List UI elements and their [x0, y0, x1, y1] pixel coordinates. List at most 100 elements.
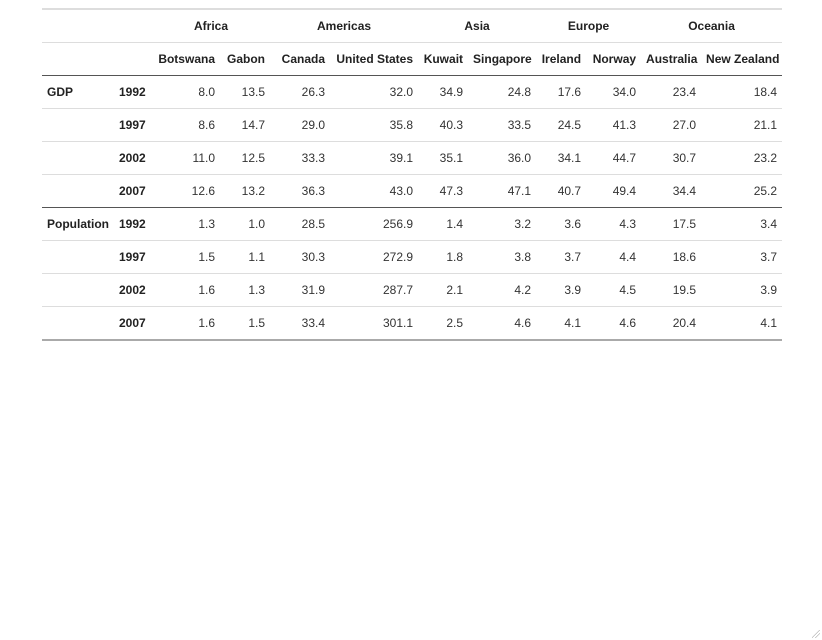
table-cell: 25.2 [701, 174, 783, 208]
row-year-label: 1997 [114, 240, 152, 274]
table-cell: 39.1 [330, 141, 419, 175]
corner-cell [42, 42, 114, 76]
table-row: 2007 1.6 1.5 33.4 301.1 2.5 4.6 4.1 4.6 20.4 4.1 [42, 306, 783, 341]
table-row: 1997 8.6 14.7 29.0 35.8 40.3 33.5 24.5 41.3 27.0 2… [42, 108, 783, 142]
column-header: Gabon [220, 42, 271, 76]
table-cell: 19.5 [641, 273, 702, 307]
column-header: Botswana [152, 42, 220, 76]
table-cell: 1.0 [220, 207, 271, 241]
continent-header: Americas [270, 8, 419, 43]
table-cell: 24.8 [468, 75, 537, 109]
table-cell: 1.3 [220, 273, 271, 307]
table-cell: 272.9 [330, 240, 419, 274]
table-cell: 34.1 [536, 141, 587, 175]
table-cell: 35.8 [330, 108, 419, 142]
table-cell: 4.2 [468, 273, 537, 307]
table-cell: 36.0 [468, 141, 537, 175]
row-group-label [42, 273, 114, 307]
table-cell: 256.9 [330, 207, 419, 241]
row-group-label [42, 240, 114, 274]
table-cell: 2.5 [418, 306, 469, 341]
table-cell: 47.1 [468, 174, 537, 208]
continent-header: Africa [152, 8, 271, 43]
row-group-label [42, 174, 114, 208]
column-header: United States [330, 42, 419, 76]
row-group-label: Population [42, 207, 114, 241]
table-cell: 3.9 [536, 273, 587, 307]
table-cell: 30.7 [641, 141, 702, 175]
table-cell: 40.7 [536, 174, 587, 208]
table-cell: 35.1 [418, 141, 469, 175]
row-group-label [42, 306, 114, 341]
table-cell: 14.7 [220, 108, 271, 142]
table-cell: 23.2 [701, 141, 783, 175]
column-header: Australia [641, 42, 702, 76]
table-cell: 18.6 [641, 240, 702, 274]
table-cell: 3.7 [701, 240, 783, 274]
row-group-label [42, 141, 114, 175]
table-cell: 17.5 [641, 207, 702, 241]
table-cell: 8.6 [152, 108, 220, 142]
corner-cell [114, 8, 152, 43]
table-cell: 18.4 [701, 75, 783, 109]
row-year-label: 2007 [114, 174, 152, 208]
table-cell: 3.7 [536, 240, 587, 274]
column-header: Norway [586, 42, 642, 76]
table-row: 2002 11.0 12.5 33.3 39.1 35.1 36.0 34.1 44.7 30.7… [42, 141, 783, 175]
resize-grip-icon[interactable] [812, 630, 820, 638]
table-row: Population 1992 1.3 1.0 28.5 256.9 1.4 3.2 3.6 4.… [42, 207, 783, 241]
table-cell: 47.3 [418, 174, 469, 208]
table-cell: 3.4 [701, 207, 783, 241]
table-cell: 1.6 [152, 273, 220, 307]
table-cell: 12.5 [220, 141, 271, 175]
column-header: New Zealand [701, 42, 783, 76]
continent-header-row: Africa Americas Asia Europe Oceania [42, 8, 783, 43]
column-header: Ireland [536, 42, 587, 76]
table-cell: 4.6 [468, 306, 537, 341]
corner-cell [42, 8, 114, 43]
table-cell: 41.3 [586, 108, 642, 142]
table-row: 1997 1.5 1.1 30.3 272.9 1.8 3.8 3.7 4.4 18.6 3.7 [42, 240, 783, 274]
table-cell: 43.0 [330, 174, 419, 208]
continent-header: Asia [418, 8, 537, 43]
table-cell: 1.3 [152, 207, 220, 241]
row-group-label [42, 108, 114, 142]
table-body: GDP 1992 8.0 13.5 26.3 32.0 34.9 24.8 17.6 34.0 23… [42, 75, 783, 341]
table-cell: 1.5 [220, 306, 271, 341]
table-cell: 4.5 [586, 273, 642, 307]
table-cell: 36.3 [270, 174, 331, 208]
table-cell: 33.3 [270, 141, 331, 175]
table-cell: 21.1 [701, 108, 783, 142]
table-cell: 4.6 [586, 306, 642, 341]
row-group-label: GDP [42, 75, 114, 109]
country-header-row: Botswana Gabon Canada United States Kuwa… [42, 42, 783, 76]
table-cell: 3.6 [536, 207, 587, 241]
data-table: Africa Americas Asia Europe Oceania Bots… [42, 8, 783, 341]
corner-cell [114, 42, 152, 76]
table-row: 2002 1.6 1.3 31.9 287.7 2.1 4.2 3.9 4.5 19.5 3.9 [42, 273, 783, 307]
table-cell: 1.8 [418, 240, 469, 274]
table-cell: 12.6 [152, 174, 220, 208]
row-year-label: 2007 [114, 306, 152, 341]
table-cell: 30.3 [270, 240, 331, 274]
column-header: Singapore [468, 42, 537, 76]
table-cell: 1.5 [152, 240, 220, 274]
table-cell: 11.0 [152, 141, 220, 175]
table-container: Africa Americas Asia Europe Oceania Bots… [42, 8, 783, 341]
table-cell: 3.9 [701, 273, 783, 307]
continent-header: Oceania [641, 8, 783, 43]
row-year-label: 1992 [114, 75, 152, 109]
table-cell: 17.6 [536, 75, 587, 109]
table-cell: 1.4 [418, 207, 469, 241]
table-cell: 33.5 [468, 108, 537, 142]
row-year-label: 1992 [114, 207, 152, 241]
row-year-label: 1997 [114, 108, 152, 142]
table-cell: 29.0 [270, 108, 331, 142]
table-cell: 4.4 [586, 240, 642, 274]
table-cell: 2.1 [418, 273, 469, 307]
table-cell: 32.0 [330, 75, 419, 109]
row-year-label: 2002 [114, 141, 152, 175]
continent-header: Europe [536, 8, 642, 43]
table-cell: 40.3 [418, 108, 469, 142]
table-row: 2007 12.6 13.2 36.3 43.0 47.3 47.1 40.7 49.4 34.4… [42, 174, 783, 208]
